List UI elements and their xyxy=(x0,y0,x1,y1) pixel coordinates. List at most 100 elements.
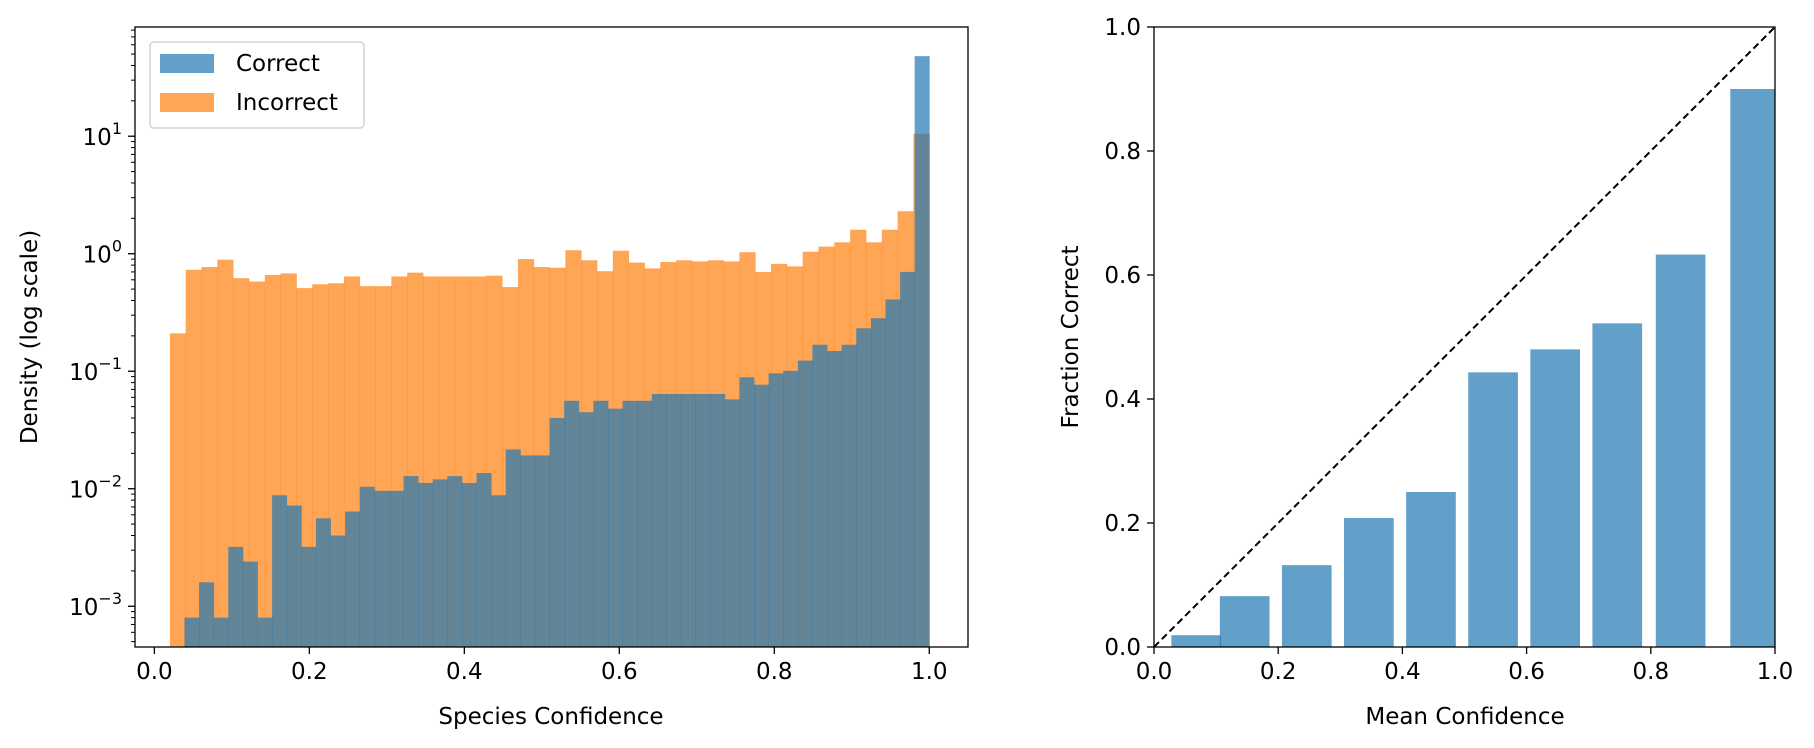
calibration-bar xyxy=(1468,372,1518,647)
correct-bar xyxy=(374,490,390,647)
y-tick-label: 0.4 xyxy=(1104,387,1141,413)
legend-swatch-correct xyxy=(160,54,214,73)
correct-bar xyxy=(695,394,711,647)
histogram-x-ticks: 0.0 0.2 0.4 0.6 0.8 1.0 xyxy=(136,647,948,685)
histogram-bars xyxy=(169,56,930,648)
x-tick-label: 0.8 xyxy=(1633,659,1670,685)
correct-bar xyxy=(388,490,404,647)
perfect-calibration-line xyxy=(1153,26,1776,648)
histogram-axes-frame xyxy=(134,26,969,648)
calibration-bar xyxy=(1530,349,1581,647)
correct-bar xyxy=(812,344,828,647)
calibration-bar xyxy=(1655,254,1706,648)
calibration-bar xyxy=(1592,323,1643,647)
calibration-x-axis-label: Mean Confidence xyxy=(1365,704,1564,730)
correct-bar xyxy=(724,399,740,647)
calibration-bar xyxy=(1219,596,1270,647)
correct-bar xyxy=(403,476,419,647)
y-tick-label: 10−3 xyxy=(69,589,122,621)
incorrect-bar xyxy=(185,269,202,647)
x-tick-label: 0.2 xyxy=(1260,659,1297,685)
correct-bar xyxy=(505,449,521,647)
correct-bar xyxy=(447,476,463,647)
x-tick-label: 0.0 xyxy=(136,659,173,685)
correct-bar xyxy=(476,473,492,647)
correct-bar xyxy=(827,350,843,647)
calibration-bar xyxy=(1730,89,1775,647)
x-tick-label: 0.8 xyxy=(756,659,793,685)
correct-bar xyxy=(841,344,857,647)
y-tick-label: 0.6 xyxy=(1104,263,1141,289)
y-tick-label: 100 xyxy=(83,237,122,269)
x-tick-label: 1.0 xyxy=(1757,659,1794,685)
histogram-legend: Correct Incorrect xyxy=(149,41,365,129)
correct-bar xyxy=(797,360,813,647)
correct-bar xyxy=(870,318,886,647)
x-tick-label: 0.6 xyxy=(1508,659,1545,685)
calibration-y-ticks: 0.0 0.2 0.4 0.6 0.8 1.0 xyxy=(1104,15,1154,661)
correct-bar xyxy=(680,394,696,647)
correct-bar xyxy=(359,486,375,647)
calibration-bar xyxy=(1281,565,1332,647)
x-tick-label: 0.4 xyxy=(446,659,483,685)
correct-bar xyxy=(534,455,550,647)
y-tick-label: 10−2 xyxy=(69,472,122,504)
y-tick-label: 101 xyxy=(83,119,122,151)
correct-bar xyxy=(301,546,317,647)
x-tick-label: 1.0 xyxy=(911,659,948,685)
correct-bar xyxy=(754,384,770,647)
correct-bar xyxy=(228,546,244,647)
correct-bar xyxy=(607,408,623,647)
y-tick-label: 0.2 xyxy=(1104,511,1141,537)
correct-bar xyxy=(900,271,916,647)
correct-bar xyxy=(578,412,594,647)
correct-bar xyxy=(651,394,667,647)
correct-bar xyxy=(666,394,682,647)
correct-bar xyxy=(885,299,901,647)
correct-bar xyxy=(242,561,258,647)
y-tick-label: 10−1 xyxy=(69,354,122,386)
correct-bar xyxy=(564,400,580,647)
correct-bar xyxy=(213,617,229,647)
correct-bar xyxy=(286,505,302,647)
correct-bar xyxy=(856,328,872,647)
x-tick-label: 0.6 xyxy=(601,659,638,685)
correct-bar xyxy=(418,482,434,647)
legend-label-incorrect: Incorrect xyxy=(236,90,338,116)
correct-bar xyxy=(783,370,799,647)
correct-bar xyxy=(345,511,361,647)
correct-bar xyxy=(315,518,331,647)
incorrect-bar xyxy=(248,281,266,647)
y-tick-label: 0.8 xyxy=(1104,139,1141,165)
calibration-bars xyxy=(1171,89,1775,648)
correct-bar xyxy=(184,617,200,647)
correct-bar xyxy=(739,377,755,647)
calibration-panel: 0.0 0.2 0.4 0.6 0.8 1.0 0.0 0.2 0.4 0.6 0.8 1.0 Me… xyxy=(1058,15,1793,730)
legend-label-correct: Correct xyxy=(236,51,320,77)
correct-bar xyxy=(710,394,726,647)
histogram-x-axis-label: Species Confidence xyxy=(438,704,663,730)
correct-bar xyxy=(549,417,565,647)
correct-bar xyxy=(593,400,609,647)
correct-bar xyxy=(768,373,784,647)
correct-bar xyxy=(272,495,288,647)
correct-bar xyxy=(622,400,638,647)
histogram-y-ticks: 101 100 10−1 10−2 10−3 xyxy=(69,29,135,643)
calibration-bar xyxy=(1344,518,1394,647)
histogram-panel: 0.0 0.2 0.4 0.6 0.8 1.0 101 100 10−1 10−2 10−3 Sp… xyxy=(17,26,969,730)
calibration-axes-frame xyxy=(1153,26,1776,648)
calibration-y-axis-label: Fraction Correct xyxy=(1058,245,1084,428)
x-tick-label: 0.0 xyxy=(1136,659,1173,685)
correct-bar xyxy=(199,582,215,647)
correct-bar xyxy=(637,400,653,647)
x-tick-label: 0.2 xyxy=(291,659,328,685)
correct-bar xyxy=(914,56,930,648)
correct-bar xyxy=(520,455,536,647)
incorrect-bar xyxy=(201,267,218,647)
histogram-y-axis-label: Density (log scale) xyxy=(17,230,43,444)
correct-bar xyxy=(461,482,477,647)
legend-swatch-incorrect xyxy=(160,93,214,112)
incorrect-bar xyxy=(169,333,187,647)
calibration-bar xyxy=(1406,492,1456,647)
